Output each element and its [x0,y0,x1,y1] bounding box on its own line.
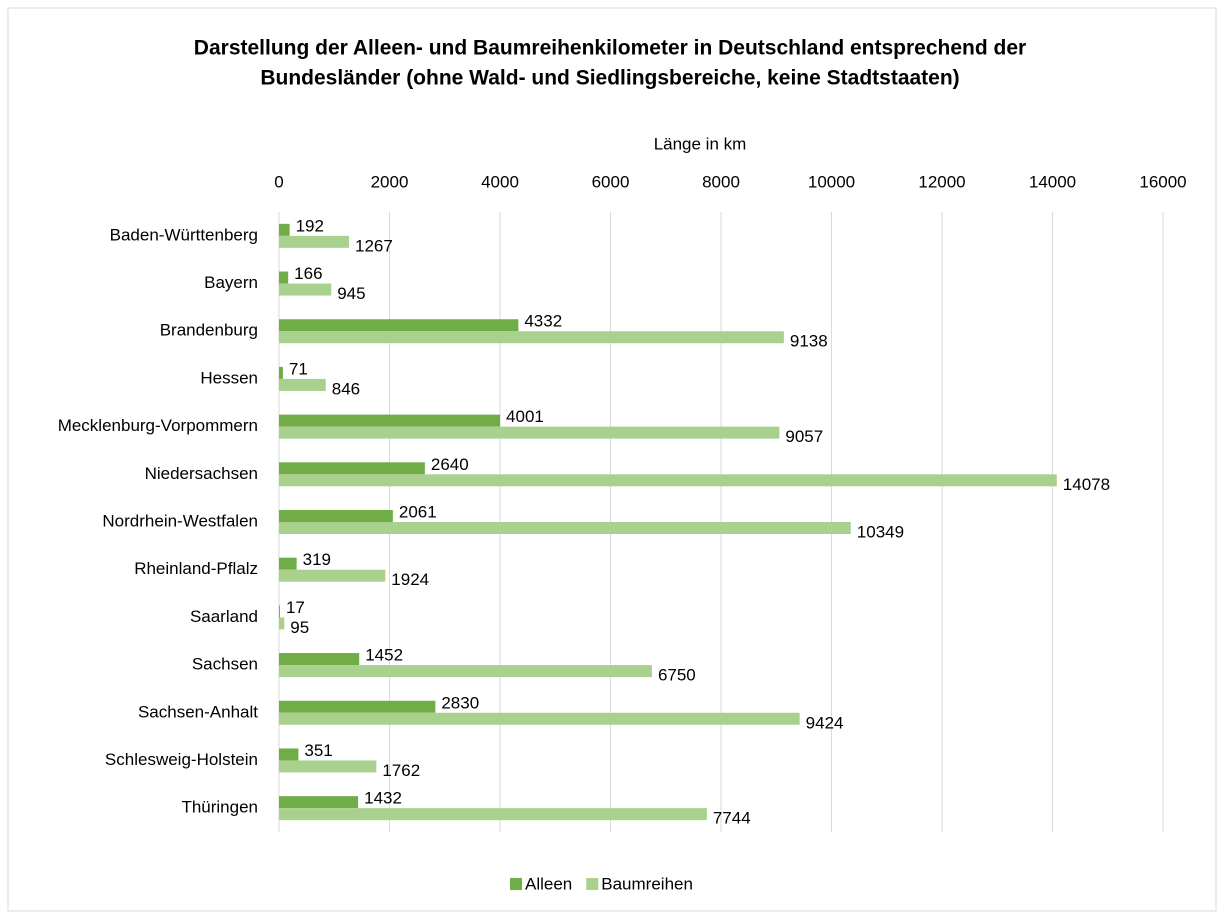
data-label: 14078 [1063,475,1110,494]
data-label: 166 [294,264,322,283]
data-label: 351 [304,741,332,760]
data-label: 1432 [364,789,402,808]
data-label: 9138 [790,332,828,351]
data-label: 95 [290,618,309,637]
x-tick-label: 16000 [1139,172,1186,191]
data-label: 846 [332,379,360,398]
data-label: 6750 [658,666,696,685]
axis-title: Länge in km [654,134,747,153]
bar [279,700,436,713]
bar [279,319,519,332]
bar [279,760,377,773]
bar [279,223,290,236]
bar [279,366,283,379]
y-tick-label: Brandenburg [160,321,258,340]
chart-title: Darstellung der Alleen- und Baumreihenki… [194,37,1026,60]
data-label: 4001 [506,407,544,426]
data-label: 4332 [524,312,562,331]
y-tick-label: Niedersachsen [145,464,258,483]
bar [279,510,393,522]
y-tick-label: Schlesweig-Holstein [105,750,258,769]
x-tick-label: 12000 [918,172,965,191]
y-tick-label: Bayern [204,273,258,292]
legend-label: Alleen [525,874,572,893]
bar [279,283,332,296]
data-label: 1924 [391,570,429,589]
legend-swatch [586,878,599,890]
bar [279,796,359,809]
bar [279,522,851,534]
bar [279,414,501,427]
x-tick-label: 2000 [371,172,409,191]
bar [279,331,784,344]
legend-label: Baumreihen [601,874,693,893]
data-label: 9424 [806,713,844,732]
bar [279,665,652,678]
bar [279,808,707,821]
data-label: 1452 [365,646,403,665]
bar [279,653,360,666]
data-label: 71 [289,359,308,378]
bar [279,462,425,475]
y-tick-label: Baden-Württenberg [110,225,258,244]
data-label: 2640 [431,455,469,474]
x-tick-label: 10000 [808,172,855,191]
x-tick-label: 0 [274,172,283,191]
data-label: 945 [337,284,365,303]
y-tick-label: Thüringen [181,798,258,817]
x-tick-label: 14000 [1029,172,1076,191]
bar [279,378,326,391]
y-tick-label: Sachsen-Anhalt [138,702,258,721]
data-label: 192 [296,216,324,235]
bar [279,235,350,248]
bar [279,271,289,284]
data-label: 17 [286,598,305,617]
y-tick-label: Hessen [200,368,258,387]
data-label: 2830 [441,693,479,712]
data-label: 1762 [382,761,420,780]
bar [279,712,800,725]
bar [279,605,280,618]
data-label: 9057 [785,427,823,446]
chart-border [7,7,1217,912]
y-tick-label: Nordrhein-Westfalen [102,511,258,530]
data-label: 10349 [857,522,904,541]
y-tick-label: Sachsen [192,655,258,674]
chart-title: Bundesländer (ohne Wald- und Siedlingsbe… [260,67,959,90]
y-tick-label: Rheinland-Pflalz [134,559,258,578]
x-tick-label: 8000 [702,172,740,191]
y-tick-label: Mecklenburg-Vorpommern [58,416,258,435]
bar [279,748,299,761]
y-tick-label: Saarland [190,607,258,626]
data-label: 7744 [713,809,751,828]
bar [279,569,386,582]
x-tick-label: 6000 [592,172,630,191]
data-label: 2061 [399,502,437,521]
bar [279,474,1057,487]
bar [279,426,780,439]
bar [279,617,285,630]
legend-swatch [510,878,522,890]
bar [279,557,297,570]
data-label: 1267 [355,236,393,255]
x-tick-label: 4000 [481,172,519,191]
data-label: 319 [303,550,331,569]
